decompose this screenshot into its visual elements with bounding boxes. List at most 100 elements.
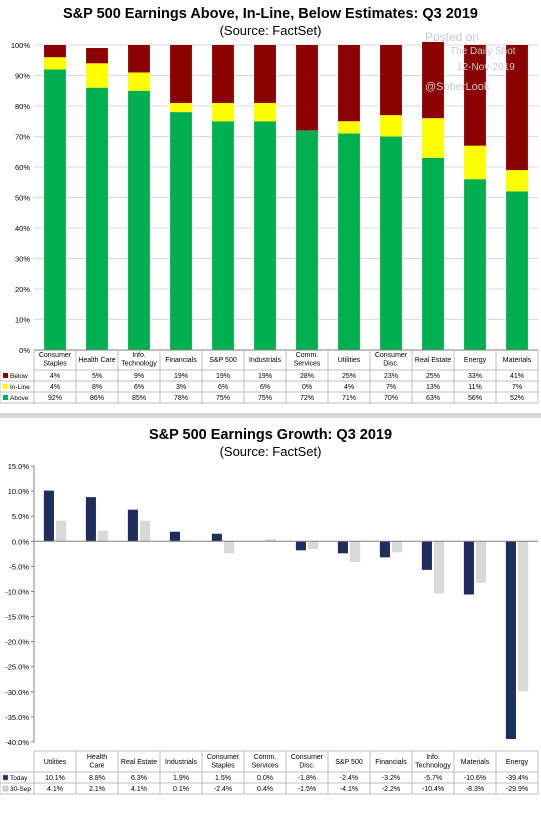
- x-category-label: Materials: [503, 357, 532, 364]
- y-tick-label: -40.0%: [5, 738, 29, 747]
- bar-30-sep: [140, 520, 151, 542]
- data-label: 4%: [344, 384, 354, 391]
- data-label: -4.1%: [340, 786, 358, 793]
- bar-in-line: [380, 115, 402, 137]
- bar-30-sep: [98, 530, 109, 542]
- x-category-label: Consumer: [375, 352, 408, 359]
- bar-below: [422, 41, 444, 119]
- data-label: -39.4%: [506, 775, 528, 782]
- data-label: -8.3%: [466, 786, 484, 793]
- data-label: 2.1%: [89, 786, 105, 793]
- data-label: 86%: [90, 395, 104, 402]
- data-label: -1.5%: [298, 786, 316, 793]
- data-label: 1.5%: [215, 775, 231, 782]
- bar-below: [338, 45, 360, 122]
- bar-in-line: [422, 118, 444, 158]
- data-label: 3%: [176, 384, 186, 391]
- chart-panel-growth: S&P 500 Earnings Growth: Q3 2019 (Source…: [0, 419, 541, 831]
- data-label: 23%: [384, 373, 398, 380]
- legend-swatch: [2, 785, 9, 792]
- x-category-label: Care: [89, 763, 104, 770]
- x-category-label: S&P 500: [335, 759, 363, 766]
- bar-30-sep: [224, 541, 235, 554]
- bar-today: [463, 541, 474, 595]
- y-tick-label: 80%: [15, 102, 30, 111]
- data-label: 11%: [468, 384, 482, 391]
- y-tick-label: 20%: [15, 285, 30, 294]
- legend-label: Above: [10, 395, 29, 402]
- data-label: 63%: [426, 395, 440, 402]
- data-label: 25%: [426, 373, 440, 380]
- bar-below: [296, 45, 318, 131]
- data-label: 7%: [386, 384, 396, 391]
- legend-label: Today: [10, 775, 28, 782]
- y-tick-label: 0%: [19, 346, 30, 355]
- data-label: 71%: [342, 395, 356, 402]
- x-category-label: Technology: [415, 763, 451, 770]
- x-category-label: Info.: [132, 352, 146, 359]
- x-category-label: Consumer: [207, 754, 240, 761]
- bar-in-line: [464, 145, 486, 180]
- data-label: 6%: [134, 384, 144, 391]
- x-category-label: Health Care: [78, 357, 115, 364]
- x-category-label: Industrials: [249, 357, 281, 364]
- bar-above: [128, 90, 150, 350]
- x-category-label: Technology: [121, 361, 157, 368]
- data-label: 19%: [216, 373, 230, 380]
- data-label: 72%: [300, 395, 314, 402]
- x-category-label: Health: [87, 754, 107, 761]
- data-label: -2.4%: [340, 775, 358, 782]
- bar-below: [170, 45, 192, 103]
- bar-below: [380, 45, 402, 116]
- data-label: -5.7%: [424, 775, 442, 782]
- legend-swatch: [3, 373, 8, 378]
- bar-below: [44, 45, 66, 58]
- legend-label: 30-Sep: [10, 786, 31, 793]
- x-category-label: Real Estate: [415, 357, 451, 364]
- x-category-label: Energy: [464, 357, 487, 364]
- y-tick-label: -30.0%: [5, 688, 29, 697]
- bar-today: [337, 541, 348, 554]
- bar-today: [169, 531, 180, 542]
- bar-in-line: [254, 102, 276, 122]
- data-label: 33%: [468, 373, 482, 380]
- x-category-label: S&P 500: [209, 357, 237, 364]
- y-tick-label: -5.0%: [9, 562, 29, 571]
- legend-label: In-Line: [10, 384, 30, 391]
- data-label: 0.1%: [173, 786, 189, 793]
- bar-today: [211, 533, 222, 542]
- bar-30-sep: [392, 541, 403, 553]
- bar-above: [422, 157, 444, 350]
- x-category-label: Consumer: [39, 352, 72, 359]
- bar-30-sep: [350, 541, 361, 562]
- bar-in-line: [128, 72, 150, 91]
- data-label: 0.4%: [257, 786, 273, 793]
- bar-in-line: [212, 102, 234, 122]
- y-tick-label: 90%: [15, 72, 30, 81]
- data-label: 1.9%: [173, 775, 189, 782]
- data-label: 92%: [48, 395, 62, 402]
- data-label: 19%: [174, 373, 188, 380]
- bar-above: [380, 136, 402, 350]
- x-category-label: Comm.: [254, 754, 277, 761]
- y-tick-label: 40%: [15, 224, 30, 233]
- data-label: 52%: [510, 395, 524, 402]
- data-label: 75%: [216, 395, 230, 402]
- bar-in-line: [506, 170, 528, 192]
- chart-title: S&P 500 Earnings Growth: Q3 2019: [148, 427, 393, 443]
- bar-30-sep: [476, 541, 487, 583]
- bar-above: [464, 179, 486, 350]
- data-label: 56%: [468, 395, 482, 402]
- data-label: 8%: [92, 384, 102, 391]
- data-label: 78%: [174, 395, 188, 402]
- bar-below: [464, 45, 486, 146]
- x-category-label: Info.: [426, 754, 440, 761]
- data-label: 0.0%: [257, 775, 273, 782]
- legend-swatch: [3, 395, 8, 400]
- y-tick-label: 30%: [15, 255, 30, 264]
- bar-30-sep: [434, 541, 445, 594]
- y-tick-label: 5.0%: [12, 512, 29, 521]
- bar-above: [170, 112, 192, 350]
- data-label: 6%: [260, 384, 270, 391]
- legend-label: Below: [10, 373, 28, 380]
